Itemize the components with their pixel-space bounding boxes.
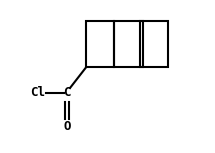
- Bar: [140, 21, 168, 67]
- Text: Cl: Cl: [30, 86, 45, 99]
- Text: C: C: [63, 86, 71, 99]
- Bar: [114, 21, 143, 67]
- Bar: [86, 21, 114, 67]
- Text: O: O: [63, 121, 71, 133]
